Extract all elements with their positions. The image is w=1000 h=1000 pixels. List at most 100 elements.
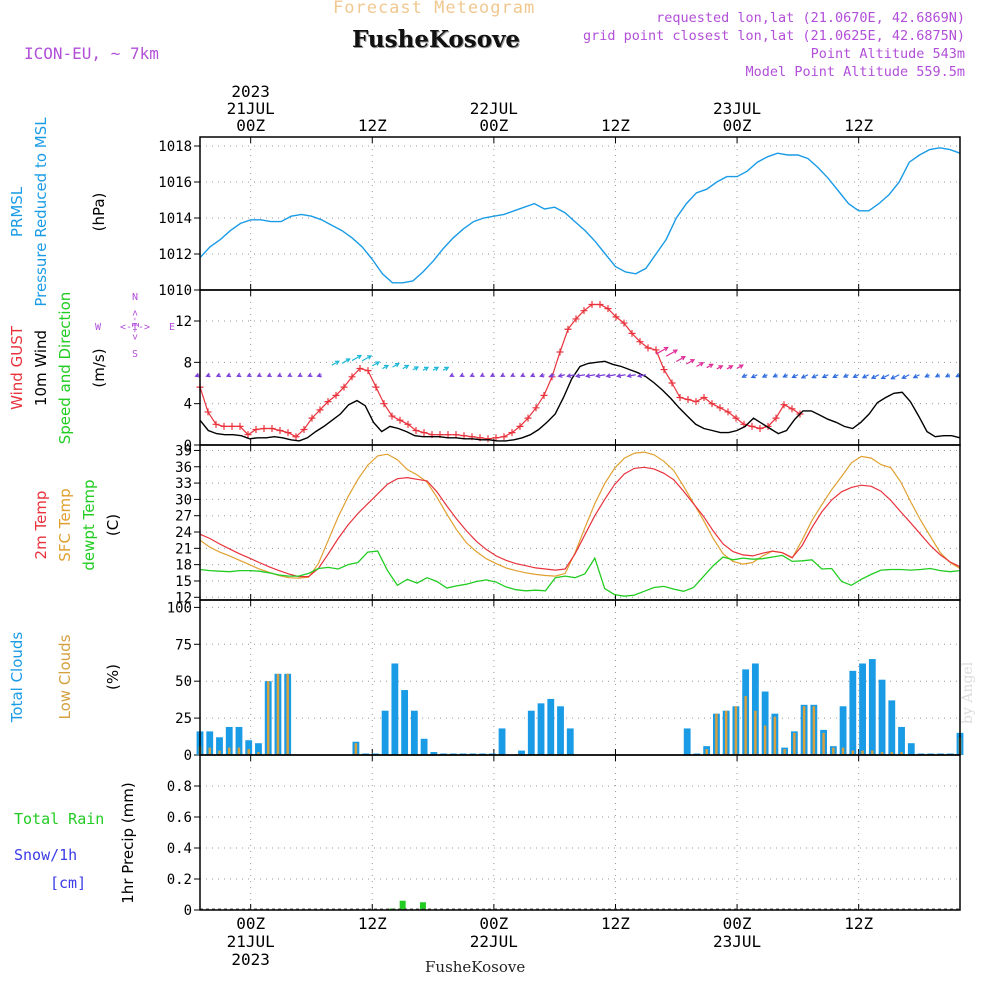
wind-arrow-head [194, 372, 200, 378]
low-cloud-bar [715, 713, 718, 755]
rain-bar [399, 900, 406, 910]
gust-marker [780, 401, 788, 409]
gust-marker [692, 398, 700, 406]
wind-direction-arrow [331, 360, 340, 366]
gust-label: Wind GUST [8, 325, 26, 410]
wind-arrow-head [394, 362, 400, 368]
wind-arrow-head [861, 374, 867, 379]
y-tick-label: 0.6 [167, 810, 192, 826]
gust-marker [212, 420, 220, 428]
wind-arrow-head [811, 373, 817, 379]
wind-direction-arrow [881, 374, 890, 379]
wind-arrow-head [761, 373, 767, 378]
compass-ns-arrows: <-I-> [129, 310, 140, 340]
compass-s: S [132, 349, 138, 360]
gust-marker [772, 414, 780, 422]
prmsl-line [199, 147, 961, 284]
y-tick-label: 33 [175, 476, 192, 492]
prmsl-label: PRMSL [8, 186, 26, 237]
low-cloud-bar [802, 706, 806, 755]
gust-marker [588, 300, 596, 308]
wind-direction-arrow [606, 374, 616, 377]
wind-arrow-head [901, 374, 907, 379]
bottom-time-label: 12Z [358, 914, 387, 933]
y-tick-label: 12 [175, 314, 192, 330]
low-cloud-bar [841, 747, 845, 755]
total-cloud-bar [391, 663, 399, 755]
gust-marker [380, 400, 388, 408]
y-tick-label: 0 [184, 438, 192, 454]
gust-marker [628, 329, 636, 337]
gust-marker [724, 408, 732, 416]
gust-marker [756, 424, 764, 432]
wind-direction-arrow [371, 361, 380, 367]
bottom-time-label: 21JUL [227, 932, 275, 951]
y-tick-label: 0 [184, 748, 192, 764]
gust-marker [564, 325, 572, 333]
total-cloud-bar [868, 659, 876, 755]
panel-prmsl: 1010 1012 1014 1016 1018 [158, 137, 961, 299]
wind-direction-arrow [617, 374, 626, 377]
top-time-label: 12Z [358, 116, 387, 135]
top-time-label: 00Z [236, 116, 265, 135]
gust-marker [388, 412, 396, 420]
wind-direction-arrow [675, 356, 686, 363]
wind-arrow-head [870, 374, 877, 379]
compass-n: N [132, 292, 138, 303]
wind-arrow-head [225, 372, 232, 378]
wind-direction-arrow [567, 374, 576, 377]
wind-arrow-head [934, 373, 940, 378]
y-tick-label: 4 [184, 397, 192, 413]
prmsl-long-label: Pressure Reduced to MSL [32, 117, 50, 307]
wind-arrow-head [605, 373, 611, 379]
wind-arrow-head [566, 373, 572, 379]
total-cloud-bar [255, 743, 262, 755]
wind-arrow-head [334, 360, 340, 365]
gust-marker [364, 367, 372, 375]
low-cloud-bar [754, 710, 757, 755]
wind-direction-arrow [351, 354, 362, 362]
total-clouds-label: Total Clouds [8, 632, 26, 724]
temp-unit-label: (C) [104, 514, 122, 536]
y-tick-label: 8 [184, 355, 192, 371]
gust-marker [636, 338, 644, 346]
wind-arrow-head [469, 372, 475, 377]
wind-direction-arrow [696, 362, 704, 367]
top-time-label: 12Z [601, 116, 630, 135]
y-tick-label: 1012 [158, 247, 192, 263]
low-cloud-bar [871, 750, 874, 755]
top-time-label: 00Z [723, 116, 752, 135]
low-cloud-bar [880, 752, 884, 755]
total-cloud-bar [498, 728, 506, 755]
bottom-time-label: 22JUL [470, 932, 518, 951]
wind-arrow-head [520, 372, 526, 378]
gust-marker [668, 379, 676, 387]
wind-arrow-head [557, 373, 563, 378]
gust-marker [684, 396, 692, 404]
compass-ew-arrows: <-I-> [120, 322, 150, 333]
y-tick-label: 25 [175, 711, 192, 727]
total-cloud-bar [245, 740, 253, 755]
wind-unit-label: (m/s) [90, 348, 108, 387]
low-cloud-bar [900, 752, 903, 755]
temp-2m-label: 2m Temp [32, 491, 50, 560]
gust-marker [412, 427, 420, 435]
low-cloud-bar [286, 673, 289, 755]
wind-direction-arrow [655, 346, 668, 355]
gust-marker [596, 300, 604, 308]
wind-speed-line [199, 360, 961, 442]
panel-frame [199, 136, 961, 291]
total-cloud-bar [547, 698, 555, 755]
total-cloud-bar [839, 706, 847, 755]
wind-arrow-head [741, 373, 747, 378]
gust-marker [708, 400, 716, 408]
wind-direction-arrow [341, 358, 351, 364]
bottom-time-label: 12Z [601, 914, 630, 933]
y-tick-label: 0.8 [167, 779, 192, 795]
snow-legend-label: Snow/1h [14, 846, 77, 864]
top-time-label: 23JUL [713, 99, 761, 118]
gust-marker [316, 406, 324, 414]
y-tick-label: 21 [175, 541, 192, 557]
total-cloud-bar [683, 728, 691, 755]
